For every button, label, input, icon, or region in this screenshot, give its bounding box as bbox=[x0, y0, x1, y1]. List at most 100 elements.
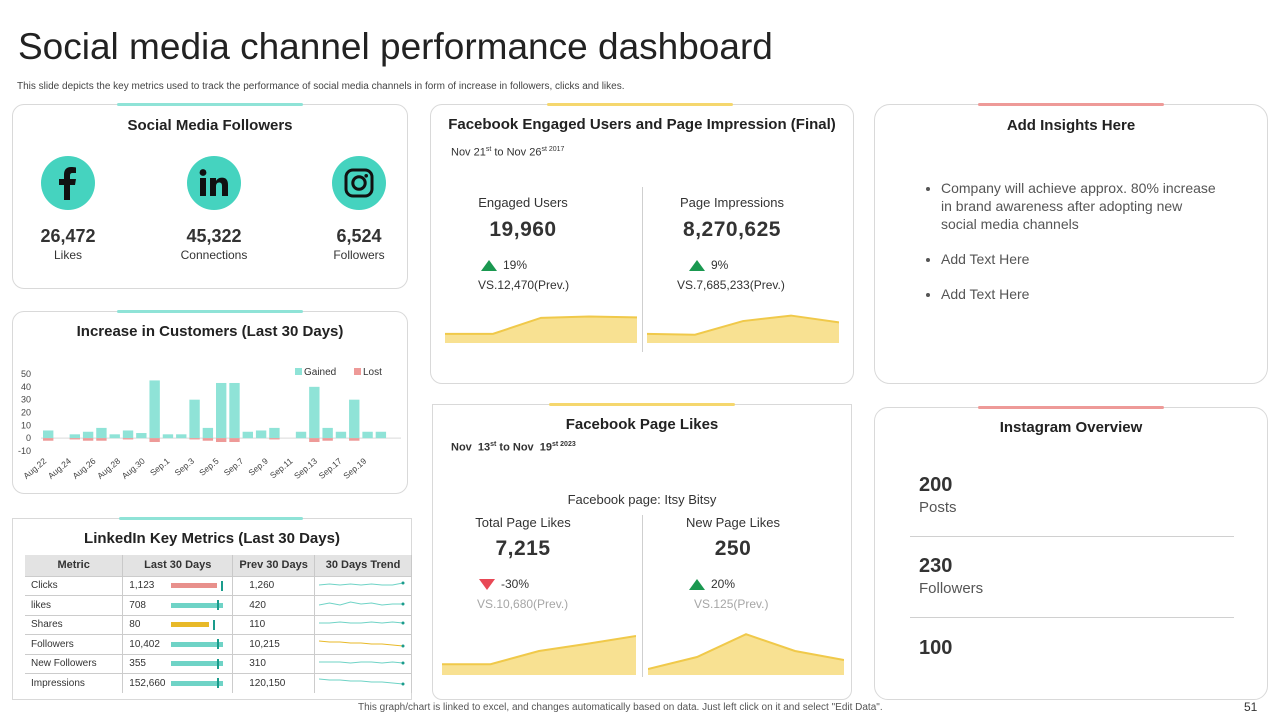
page-impressions-value: 8,270,625 bbox=[683, 218, 781, 241]
ig-followers-value: 230 bbox=[919, 555, 953, 577]
linkedin-metrics-table: Metric Last 30 Days Prev 30 Days 30 Days… bbox=[25, 555, 412, 693]
new-likes-change: 20% bbox=[689, 577, 735, 591]
target-marker bbox=[217, 600, 220, 611]
x-tick-label: Aug.22 bbox=[21, 456, 48, 481]
last-30-value: 708 bbox=[129, 599, 146, 611]
y-tick-label: 30 bbox=[21, 395, 31, 405]
x-tick-label: Aug.28 bbox=[95, 456, 122, 481]
gained-bar bbox=[216, 382, 227, 439]
gained-bar bbox=[269, 427, 280, 439]
y-tick-label: 10 bbox=[21, 420, 31, 430]
insight-item: Company will achieve approx. 80% increas… bbox=[941, 179, 1221, 233]
card-accent bbox=[117, 310, 303, 313]
col-header-prev: Prev 30 Days bbox=[232, 555, 315, 576]
trend-area bbox=[647, 315, 839, 343]
lost-bar bbox=[149, 438, 160, 443]
date-to-sup: st 2023 bbox=[552, 441, 576, 448]
date-from-sup: st bbox=[490, 441, 497, 448]
trend-line bbox=[442, 635, 636, 666]
y-tick-label: 50 bbox=[21, 369, 31, 379]
new-likes-value: 250 bbox=[714, 537, 752, 560]
trend-up-icon bbox=[689, 259, 705, 271]
trend-line bbox=[445, 315, 637, 335]
new-likes-prev: VS.125(Prev.) bbox=[694, 597, 769, 611]
gained-bar bbox=[202, 427, 214, 439]
insights-title: Add Insights Here bbox=[1006, 117, 1136, 134]
trend-line bbox=[647, 314, 839, 336]
fb-likes-date-range: Nov 13st to Nov 19st 2023 bbox=[451, 441, 576, 454]
sparkline bbox=[318, 678, 405, 686]
y-tick-label: 0 bbox=[26, 433, 31, 443]
last-30-days-cell: 10,402 bbox=[122, 634, 234, 654]
last-30-value: 10,402 bbox=[129, 638, 160, 650]
trend-up-icon bbox=[481, 259, 497, 271]
x-tick-label: Aug.30 bbox=[120, 456, 147, 481]
date-to: to Nov 26 bbox=[491, 146, 542, 159]
x-tick-label: Aug.26 bbox=[70, 456, 97, 481]
gained-bar bbox=[176, 434, 187, 439]
divider bbox=[642, 187, 643, 352]
sparkline bbox=[318, 581, 405, 586]
card-accent bbox=[547, 103, 733, 106]
gained-bar bbox=[109, 434, 120, 439]
table-row: New Followers 355 310 bbox=[25, 653, 412, 674]
gained-bar bbox=[96, 427, 107, 439]
last-30-days-cell: 708 bbox=[122, 595, 234, 615]
prev-30-days-cell: 1,260 bbox=[232, 575, 315, 596]
sparkline bbox=[318, 601, 405, 606]
lost-bar bbox=[229, 438, 240, 443]
gained-bar bbox=[349, 399, 360, 439]
date-from-sup: st bbox=[485, 146, 492, 153]
comparison-bar bbox=[171, 680, 224, 686]
page-impressions-label: Page Impressions bbox=[679, 195, 785, 210]
prev-30-days-cell: 310 bbox=[232, 653, 315, 674]
customers-card: Increase in Customers (Last 30 Days) -10… bbox=[12, 310, 408, 494]
trend-cell bbox=[314, 614, 412, 635]
comparison-bar bbox=[171, 641, 224, 647]
y-tick-label: -10 bbox=[18, 446, 31, 456]
footer-note: This graph/chart is linked to excel, and… bbox=[358, 702, 883, 713]
sparkline bbox=[319, 621, 405, 625]
metric-name: Shares bbox=[25, 614, 124, 635]
trend-down-icon bbox=[479, 578, 495, 590]
x-tick-label: Sep.11 bbox=[268, 456, 295, 481]
new-likes-label: New Page Likes bbox=[686, 515, 780, 530]
target-marker bbox=[213, 619, 216, 630]
gained-bar bbox=[69, 434, 80, 439]
x-tick-label: Sep.17 bbox=[317, 456, 344, 481]
sparkline-path bbox=[318, 640, 404, 647]
linkedin-stat: 45,322 Connections bbox=[149, 156, 279, 262]
total-likes-label: Total Page Likes bbox=[475, 515, 571, 530]
instagram-title: Instagram Overview bbox=[999, 419, 1143, 436]
sparkline-end bbox=[401, 621, 405, 625]
lost-bar bbox=[309, 438, 320, 443]
gained-bar bbox=[82, 431, 94, 439]
target-marker bbox=[217, 639, 220, 650]
gained-bar bbox=[242, 431, 253, 439]
divider bbox=[642, 515, 643, 677]
sparkline-end bbox=[401, 661, 405, 665]
sparkline bbox=[318, 640, 405, 648]
last-30-value: 1,123 bbox=[129, 580, 155, 592]
trend-cell bbox=[314, 653, 412, 674]
last-30-days-cell: 80 bbox=[122, 614, 234, 635]
ig-posts-value: 200 bbox=[919, 474, 953, 496]
instagram-icon bbox=[332, 156, 386, 210]
engaged-users-change: 19% bbox=[481, 258, 527, 272]
card-accent bbox=[978, 406, 1164, 409]
x-tick-label: Sep.9 bbox=[246, 456, 270, 478]
x-tick-label: Sep.13 bbox=[292, 456, 319, 481]
linkedin-title: LinkedIn Key Metrics (Last 30 Days) bbox=[84, 530, 340, 547]
linkedin-label: Connections bbox=[180, 248, 248, 262]
facebook-value: 26,472 bbox=[40, 226, 96, 246]
x-tick-label: Sep.7 bbox=[222, 456, 246, 478]
comparison-bar bbox=[171, 622, 210, 628]
gained-bar bbox=[335, 431, 347, 439]
legend-label: Lost bbox=[363, 367, 382, 378]
comparison-bar bbox=[171, 661, 224, 667]
fb-engaged-title: Facebook Engaged Users and Page Impressi… bbox=[448, 116, 836, 133]
insights-card: Add Insights Here Company will achieve a… bbox=[874, 103, 1268, 384]
card-accent bbox=[978, 103, 1164, 106]
sparkline-end bbox=[401, 682, 405, 686]
lost-bar bbox=[43, 438, 54, 441]
